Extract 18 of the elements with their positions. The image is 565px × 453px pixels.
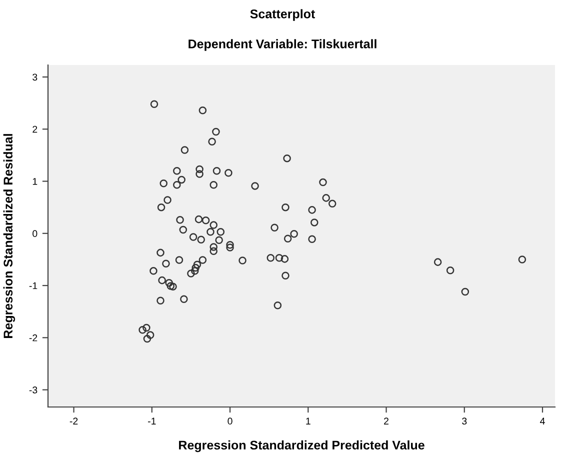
x-tick-label: 1 [306, 418, 310, 424]
x-tick-label: 3 [462, 418, 467, 425]
x-tick-label: -2 [70, 418, 78, 424]
y-tick-label: 1 [32, 178, 38, 185]
x-axis-title: Regression Standardized Predicted Value [179, 440, 424, 452]
y-tick-label: 3 [32, 74, 38, 81]
x-tick-label: -1 [148, 418, 156, 424]
chart-subtitle: Dependent Variable: Tilskuertall [188, 39, 376, 51]
y-tick-label: 0 [32, 230, 38, 238]
y-tick-label: -3 [29, 386, 38, 394]
y-tick-label: 2 [32, 126, 38, 133]
y-tick-label: -1 [29, 282, 38, 290]
x-tick-label: 4 [540, 418, 545, 424]
x-tick-label: 2 [384, 418, 388, 424]
y-axis-title: Regression Standardized Residual [3, 134, 16, 338]
x-tick-label: 0 [228, 418, 232, 425]
y-tick-label: -2 [29, 334, 38, 342]
chart-title: Scatterplot [250, 9, 315, 21]
